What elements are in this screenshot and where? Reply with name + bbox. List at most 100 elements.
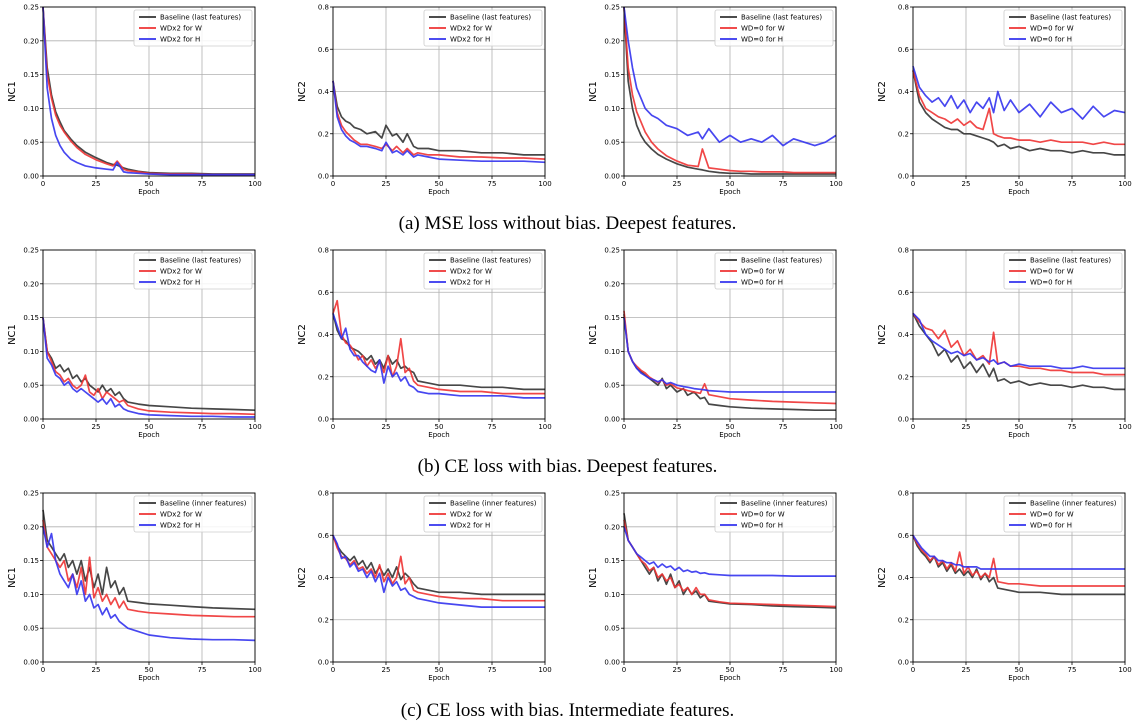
- y-tick-label-0: 0.00: [23, 416, 39, 424]
- y-axis-label: NC1: [588, 324, 599, 345]
- y-tick-label-1: 0.05: [23, 382, 39, 390]
- x-tick-label-3: 75: [1068, 423, 1077, 431]
- legend-label-2: WDx2 for H: [160, 36, 200, 44]
- legend: Baseline (last features) WD=0 for W WD=0 f…: [1003, 9, 1123, 47]
- x-tick-label-0: 0: [41, 666, 45, 674]
- y-tick-label-0: 0.0: [898, 659, 909, 667]
- legend-label-2: WD=0 for H: [741, 279, 783, 287]
- legend-label-1: WD=0 for W: [1030, 268, 1074, 276]
- legend-label-1: WDx2 for W: [160, 25, 202, 33]
- legend-label-1: WD=0 for W: [741, 511, 785, 519]
- legend: Baseline (inner features) WD=0 for W WD=0 …: [714, 495, 834, 533]
- y-tick-label-5: 0.25: [23, 247, 39, 255]
- x-axis-label: Epoch: [138, 188, 159, 196]
- y-tick-label-0: 0.0: [318, 173, 329, 181]
- series-line-0: [332, 80, 545, 156]
- y-axis-label: NC2: [297, 324, 308, 345]
- legend-label-0: Baseline (last features): [1030, 257, 1111, 265]
- y-tick-label-2: 0.4: [898, 88, 910, 96]
- x-tick-label-1: 25: [962, 666, 971, 674]
- y-tick-label-0: 0.00: [23, 173, 39, 181]
- y-tick-label-3: 0.6: [898, 532, 910, 540]
- x-tick-label-1: 25: [382, 666, 391, 674]
- y-tick-label-1: 0.05: [604, 625, 620, 633]
- x-tick-label-4: 100: [1118, 180, 1131, 188]
- series-line-1: [623, 519, 837, 608]
- legend-label-0: Baseline (inner features): [450, 500, 537, 508]
- series-line-0: [42, 509, 256, 611]
- legend: Baseline (last features) WDx2 for W WDx2 f…: [133, 9, 253, 47]
- legend-box: [423, 9, 543, 47]
- y-tick-label-1: 0.2: [898, 373, 909, 381]
- series-line-2: [623, 6, 837, 147]
- caption-a: (a) MSE loss without bias. Deepest featu…: [398, 213, 737, 234]
- y-axis-label: NC2: [297, 81, 308, 102]
- legend-box: [1003, 9, 1123, 47]
- legend-label-1: WDx2 for W: [450, 511, 492, 519]
- y-tick-label-1: 0.2: [898, 616, 909, 624]
- x-tick-label-4: 100: [829, 666, 842, 674]
- legend: Baseline (last features) WDx2 for W WDx2 f…: [133, 252, 253, 290]
- y-tick-label-3: 0.6: [898, 46, 910, 54]
- x-tick-label-2: 50: [1015, 666, 1024, 674]
- y-tick-label-5: 0.25: [23, 4, 39, 12]
- legend-label-1: WDx2 for W: [160, 268, 202, 276]
- x-tick-label-2: 50: [726, 666, 735, 674]
- x-tick-label-0: 0: [331, 666, 335, 674]
- legend-label-2: WD=0 for H: [1030, 522, 1072, 530]
- y-axis-label: NC1: [7, 81, 18, 102]
- y-tick-label-2: 0.4: [898, 331, 910, 339]
- y-tick-label-1: 0.2: [318, 373, 329, 381]
- legend-label-2: WDx2 for H: [160, 522, 200, 530]
- y-axis-label: NC1: [7, 567, 18, 588]
- x-tick-label-3: 75: [779, 180, 788, 188]
- y-tick-label-4: 0.20: [23, 37, 39, 45]
- x-tick-label-4: 100: [829, 180, 842, 188]
- x-tick-label-1: 25: [382, 423, 391, 431]
- x-tick-label-3: 75: [1068, 180, 1077, 188]
- y-tick-label-3: 0.15: [604, 314, 620, 322]
- legend-label-0: Baseline (inner features): [741, 500, 828, 508]
- y-tick-label-3: 0.6: [898, 289, 910, 297]
- x-tick-label-1: 25: [92, 180, 101, 188]
- y-tick-label-1: 0.2: [898, 130, 909, 138]
- y-axis-label: NC1: [7, 324, 18, 345]
- legend-box: [133, 495, 253, 533]
- series-line-1: [332, 535, 545, 602]
- x-tick-label-2: 50: [145, 423, 154, 431]
- caption-c: (c) CE loss with bias. Intermediate feat…: [400, 700, 735, 721]
- legend-label-0: Baseline (last features): [741, 257, 822, 265]
- legend-label-1: WD=0 for W: [1030, 25, 1074, 33]
- x-tick-label-1: 25: [92, 666, 101, 674]
- y-tick-label-1: 0.05: [604, 139, 620, 147]
- legend-label-1: WD=0 for W: [741, 268, 785, 276]
- y-axis-label: NC1: [588, 567, 599, 588]
- legend-label-1: WD=0 for W: [741, 25, 785, 33]
- legend-label-2: WD=0 for H: [741, 522, 783, 530]
- legend-label-1: WDx2 for W: [160, 511, 202, 519]
- legend-box: [714, 495, 834, 533]
- y-tick-label-2: 0.10: [23, 348, 39, 356]
- series-line-2: [332, 534, 545, 608]
- legend-label-2: WD=0 for H: [741, 36, 783, 44]
- series-line-0: [912, 70, 1125, 156]
- x-axis-label: Epoch: [719, 431, 740, 439]
- y-tick-label-5: 0.25: [604, 247, 620, 255]
- y-tick-label-3: 0.15: [23, 71, 39, 79]
- chart-2-0: 0 25 50 75 100 0.00 0.05 0.10 0.15 0.20 0.25 Epoch N…: [7, 490, 262, 683]
- series-line-2: [623, 526, 836, 577]
- y-tick-label-0: 0.0: [898, 416, 909, 424]
- legend: Baseline (last features) WDx2 for W WDx2 f…: [423, 9, 543, 47]
- x-tick-label-1: 25: [382, 180, 391, 188]
- legend: Baseline (last features) WD=0 for W WD=0 f…: [1003, 252, 1123, 290]
- y-tick-label-4: 0.20: [604, 523, 620, 531]
- x-tick-label-3: 75: [779, 423, 788, 431]
- y-axis-label: NC2: [877, 324, 888, 345]
- x-tick-label-0: 0: [41, 423, 45, 431]
- x-tick-label-3: 75: [198, 423, 207, 431]
- series-line-2: [42, 526, 256, 642]
- y-tick-label-4: 0.8: [318, 490, 329, 498]
- x-tick-label-0: 0: [911, 666, 915, 674]
- legend-label-2: WDx2 for H: [450, 522, 490, 530]
